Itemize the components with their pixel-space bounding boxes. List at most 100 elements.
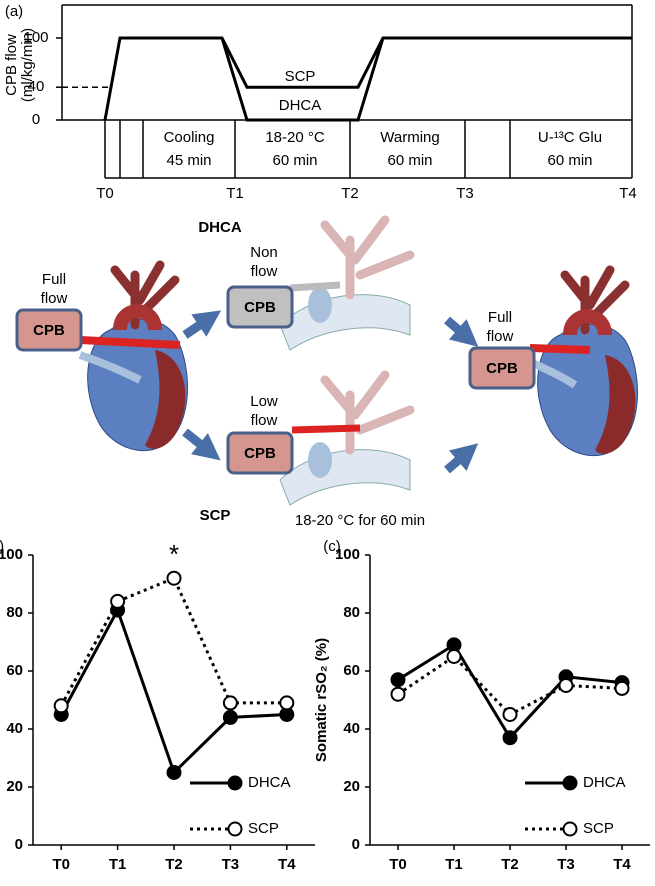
- data-point: [446, 649, 462, 664]
- y-tick-label: 0: [32, 111, 40, 128]
- data-point: [279, 695, 295, 711]
- y-tick-label: 20: [343, 778, 360, 795]
- cpb-label: CPB: [486, 360, 518, 377]
- legend-marker: [562, 821, 578, 837]
- arrow: [444, 443, 479, 474]
- illustration-shape: [280, 375, 410, 505]
- flow-label: flow: [251, 412, 278, 429]
- flow-label: flow: [41, 290, 68, 307]
- data-point: [614, 680, 630, 696]
- y-tick-label: 40: [343, 720, 360, 737]
- y-axis-label: CPB flow: [3, 34, 20, 96]
- legend-label: DHCA: [248, 774, 291, 791]
- tube: [291, 424, 361, 434]
- y-tick-label: 40: [6, 720, 23, 737]
- cpb-box: [226, 285, 294, 329]
- y-axis-label: (ml/kg/min): [19, 28, 36, 102]
- flow-label: Non: [250, 244, 278, 261]
- group-label: SCP: [200, 507, 231, 524]
- y-tick-label: 20: [6, 778, 23, 795]
- cpb-box: [15, 308, 83, 352]
- series-line: [59, 606, 287, 776]
- phase-label: 60 min: [547, 152, 592, 169]
- data-point: [53, 698, 69, 714]
- panel-letter: (a): [5, 3, 23, 20]
- tube: [289, 281, 341, 292]
- tube: [529, 344, 591, 354]
- cpb-label: CPB: [33, 322, 65, 339]
- flow-label: Full: [488, 309, 512, 326]
- y-tick-label: 0: [15, 836, 23, 853]
- x-tick-label: T3: [557, 856, 575, 873]
- panel-letter: (c): [323, 538, 341, 555]
- x-tick-label: T1: [445, 856, 463, 873]
- panel-letter: (b): [0, 538, 4, 555]
- tube: [79, 336, 181, 349]
- cpb-label: CPB: [244, 299, 276, 316]
- cpb-box: [226, 431, 294, 475]
- flow-label: Low: [250, 393, 278, 410]
- line-label: SCP: [285, 68, 316, 85]
- phase-label: 45 min: [166, 152, 211, 169]
- caption: 18-20 °C for 60 min: [295, 512, 425, 529]
- tube: [78, 351, 142, 384]
- data-point: [166, 765, 182, 780]
- cpb-label: CPB: [244, 445, 276, 462]
- line-label: DHCA: [279, 97, 322, 114]
- x-tick-label: T2: [501, 856, 519, 873]
- y-axis-label: Somatic rSO₂ (%): [313, 638, 330, 762]
- y-tick-label: 100: [335, 546, 360, 563]
- legend-marker: [562, 775, 578, 791]
- flow-label: flow: [251, 263, 278, 280]
- legend-label: DHCA: [583, 774, 626, 791]
- legend-marker: [227, 775, 243, 791]
- arrow: [444, 316, 479, 347]
- timepoint-label: T0: [96, 185, 114, 202]
- legend-label: SCP: [583, 820, 614, 837]
- y-tick-label: 80: [6, 604, 23, 621]
- timepoint-label: T4: [619, 185, 637, 202]
- data-point: [390, 672, 406, 688]
- x-tick-label: T4: [278, 856, 296, 873]
- y-tick-label: 0: [352, 836, 360, 853]
- data-point: [390, 686, 406, 702]
- phase-label: Warming: [380, 129, 439, 146]
- y-tick-label: 100: [0, 546, 23, 563]
- phase-label: U-¹³C Glu: [538, 129, 602, 146]
- phase-label: 18-20 °C: [265, 129, 325, 146]
- x-tick-label: T2: [165, 856, 183, 873]
- phase-label: 60 min: [272, 152, 317, 169]
- flow-line: [103, 36, 632, 121]
- legend-marker: [227, 821, 243, 837]
- data-point: [222, 695, 238, 711]
- timepoint-label: T1: [226, 185, 244, 202]
- annotation: *: [169, 539, 179, 569]
- x-tick-label: T0: [52, 856, 70, 873]
- phase-label: Cooling: [164, 129, 215, 146]
- y-tick-label: 60: [343, 662, 360, 679]
- data-point: [502, 730, 518, 746]
- data-point: [502, 707, 518, 722]
- illustration-shape: [88, 265, 188, 451]
- arrow: [182, 310, 222, 339]
- timepoint-label: T3: [456, 185, 474, 202]
- flow-label: Full: [42, 271, 66, 288]
- flow-line: [220, 37, 385, 122]
- data-point: [166, 570, 182, 586]
- data-point: [558, 678, 574, 693]
- x-tick-label: T1: [109, 856, 127, 873]
- series-line: [397, 642, 623, 741]
- data-point: [110, 593, 126, 609]
- y-tick-label: 40: [28, 78, 45, 95]
- series-line: [59, 576, 287, 707]
- phase-label: 60 min: [387, 152, 432, 169]
- data-point: [222, 709, 238, 725]
- series-line: [397, 654, 623, 717]
- arrow: [182, 428, 221, 461]
- flow-label: flow: [487, 328, 514, 345]
- x-tick-label: T4: [613, 856, 631, 873]
- group-label: DHCA: [198, 219, 241, 236]
- legend-label: SCP: [248, 820, 279, 837]
- x-tick-label: T0: [389, 856, 407, 873]
